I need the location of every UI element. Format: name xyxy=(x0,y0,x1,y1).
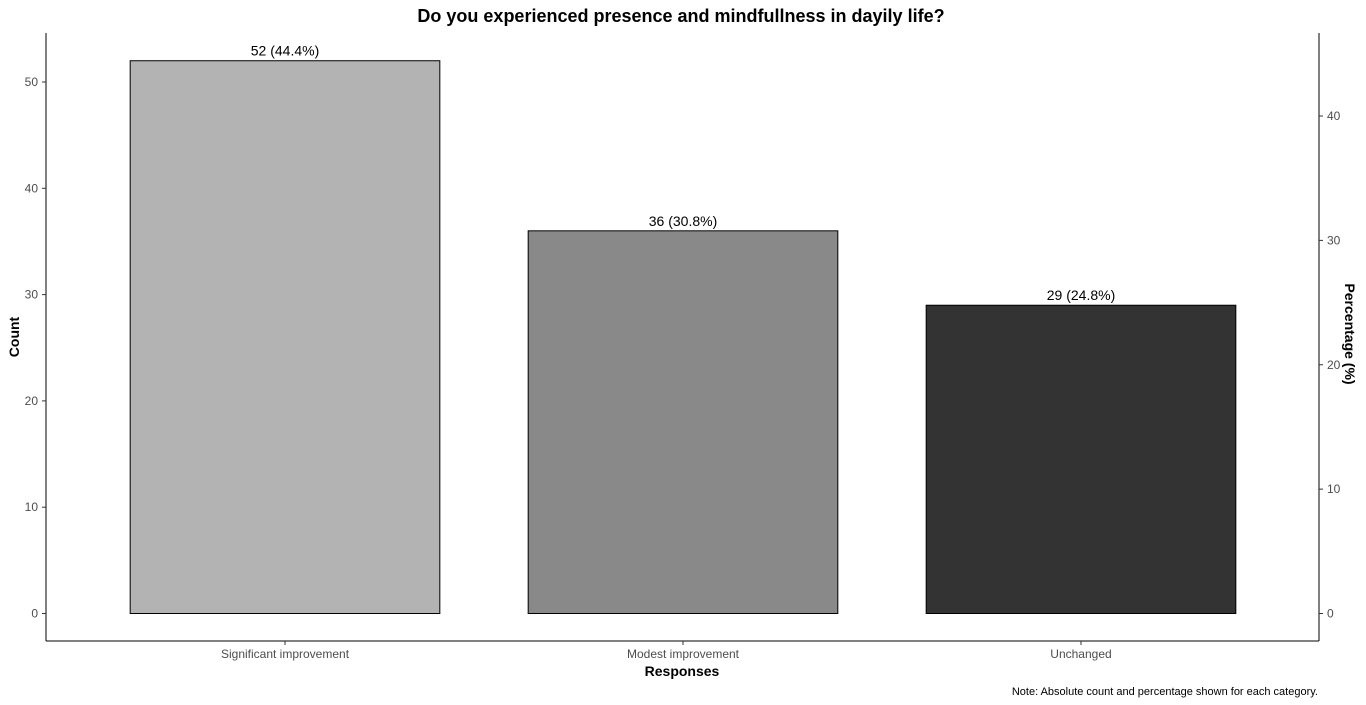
x-axis-title: Responses xyxy=(645,663,720,679)
y2-tick-label: 0 xyxy=(1327,607,1334,621)
chart-title: Do you experienced presence and mindfull… xyxy=(417,6,944,26)
y-tick-label: 30 xyxy=(25,288,39,302)
x-tick-label: Modest improvement xyxy=(627,647,740,661)
y-tick-label: 40 xyxy=(25,181,39,195)
y2-tick-label: 20 xyxy=(1327,358,1341,372)
y-tick-label: 10 xyxy=(25,500,39,514)
bar xyxy=(925,304,1237,614)
y-tick-label: 0 xyxy=(31,607,38,621)
y-axis-title: Count xyxy=(6,316,22,357)
y2-tick-label: 10 xyxy=(1327,482,1341,496)
y2-tick-label: 30 xyxy=(1327,233,1341,247)
y2-tick-label: 40 xyxy=(1327,109,1341,123)
x-tick-label: Significant improvement xyxy=(221,647,350,661)
x-tick-label: Unchanged xyxy=(1050,647,1111,661)
bar-data-label: 52 (44.4%) xyxy=(251,43,319,59)
y-tick-label: 20 xyxy=(25,394,39,408)
plot-area: 0 10 20 30 40 50 0 10 20 30 40 52 (44.4%) Significan… xyxy=(25,33,1341,661)
y-tick-label: 50 xyxy=(25,75,39,89)
bar-data-label: 36 (30.8%) xyxy=(649,213,717,229)
bar xyxy=(527,230,839,614)
bar xyxy=(129,60,441,615)
y2-axis-title: Percentage (%) xyxy=(1342,283,1358,384)
bar-data-label: 29 (24.8%) xyxy=(1047,287,1115,303)
chart-caption: Note: Absolute count and percentage show… xyxy=(1012,686,1318,698)
